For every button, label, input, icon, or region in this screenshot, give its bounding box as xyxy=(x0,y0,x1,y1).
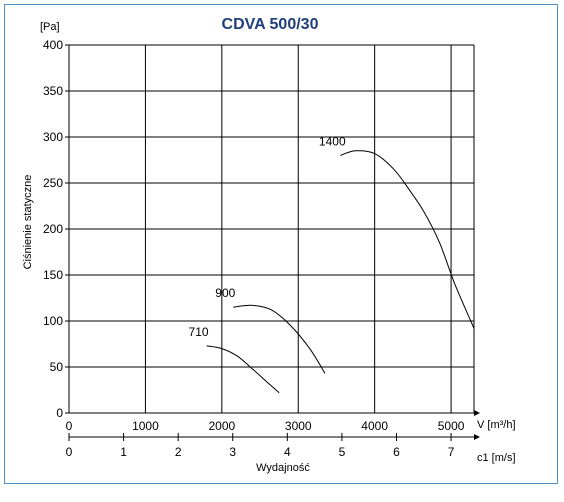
y-axis-unit: [Pa] xyxy=(40,21,60,33)
y-tick-label: 300 xyxy=(43,130,63,144)
y-tick-label: 150 xyxy=(43,268,63,282)
x2-tick-label: 6 xyxy=(393,445,400,459)
y-tick-label: 200 xyxy=(43,222,63,236)
y-tick-label: 100 xyxy=(43,314,63,328)
grid xyxy=(68,44,475,414)
series-line-710 xyxy=(206,345,280,394)
series-group: 710 900 1400 xyxy=(189,134,475,394)
x2-tick-label: 2 xyxy=(175,445,182,459)
x-tick-label: 1000 xyxy=(132,419,159,433)
series-label-710: 710 xyxy=(189,325,209,339)
x2-axis-arrow xyxy=(474,434,480,440)
x-tick-label: 3000 xyxy=(285,419,312,433)
x-tick-label: 0 xyxy=(66,419,73,433)
x2-tick-label: 1 xyxy=(120,445,127,459)
y-tick-label: 350 xyxy=(43,84,63,98)
series-line-1400 xyxy=(340,150,475,329)
x-axis-arrow xyxy=(474,410,480,416)
series-label-900: 900 xyxy=(215,286,235,300)
chart-title: CDVA 500/30 xyxy=(222,16,319,33)
y-tick-label: 50 xyxy=(50,360,64,374)
x-tick-label: 4000 xyxy=(361,419,388,433)
x2-tick-label: 5 xyxy=(339,445,346,459)
x2-tick-label: 3 xyxy=(229,445,236,459)
y-tick-label: 400 xyxy=(43,38,63,52)
chart-frame xyxy=(4,4,558,484)
x-tick-label: 5000 xyxy=(438,419,465,433)
y-tick-label: 0 xyxy=(56,406,63,420)
x2-tick-label: 0 xyxy=(66,445,73,459)
x-axis-unit-primary: V [m³/h] xyxy=(477,419,516,431)
x-axis-unit-secondary: c1 [m/s] xyxy=(477,452,516,464)
x2-tick-label: 7 xyxy=(448,445,455,459)
series-label-1400: 1400 xyxy=(319,134,346,148)
x-tick-label: 2000 xyxy=(208,419,235,433)
y-axis-label: Ciśnienie statyczne xyxy=(22,175,34,270)
series-line-900 xyxy=(233,304,326,374)
y-tick-label: 250 xyxy=(43,176,63,190)
x2-tick-label: 4 xyxy=(284,445,291,459)
x-axis-label: Wydajność xyxy=(256,462,310,474)
